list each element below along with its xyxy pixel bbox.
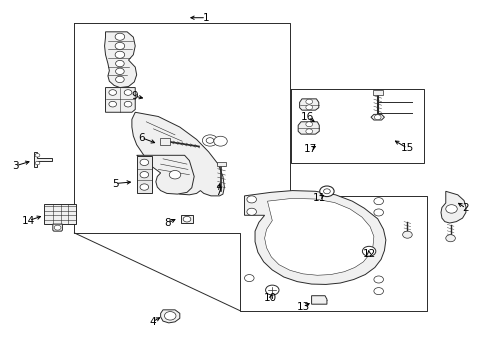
Text: 6: 6	[138, 133, 144, 143]
Circle shape	[202, 135, 217, 146]
Polygon shape	[311, 296, 326, 304]
Polygon shape	[137, 155, 194, 194]
Text: 2: 2	[462, 203, 468, 213]
Circle shape	[373, 209, 383, 216]
Polygon shape	[160, 310, 180, 323]
Bar	[372, 90, 382, 95]
Circle shape	[402, 231, 411, 238]
Polygon shape	[181, 215, 192, 223]
Polygon shape	[34, 153, 52, 167]
Circle shape	[244, 275, 254, 282]
Circle shape	[140, 171, 148, 178]
Circle shape	[140, 159, 148, 166]
Circle shape	[305, 122, 312, 127]
Text: 14: 14	[22, 216, 36, 226]
Text: 9: 9	[131, 91, 137, 101]
Bar	[160, 138, 170, 145]
Polygon shape	[137, 156, 152, 193]
Text: 13: 13	[296, 302, 309, 312]
Circle shape	[115, 76, 124, 83]
Polygon shape	[298, 122, 319, 134]
Circle shape	[373, 288, 383, 294]
Circle shape	[445, 205, 456, 213]
Text: 10: 10	[264, 293, 277, 303]
Polygon shape	[105, 87, 135, 112]
Bar	[216, 162, 226, 166]
Text: 1: 1	[203, 13, 209, 23]
Text: 11: 11	[312, 193, 325, 203]
Polygon shape	[299, 99, 318, 110]
Circle shape	[305, 129, 312, 134]
Circle shape	[362, 246, 375, 256]
Text: 17: 17	[304, 144, 317, 154]
Polygon shape	[132, 112, 224, 196]
Polygon shape	[244, 190, 385, 284]
Polygon shape	[264, 198, 373, 275]
Text: 15: 15	[400, 143, 413, 153]
Circle shape	[35, 154, 40, 157]
Circle shape	[109, 90, 116, 95]
Circle shape	[246, 208, 256, 215]
Circle shape	[115, 33, 124, 40]
Text: 12: 12	[362, 249, 375, 259]
Text: 4: 4	[149, 317, 156, 327]
Circle shape	[373, 276, 383, 283]
Circle shape	[373, 198, 383, 205]
Circle shape	[124, 101, 132, 107]
Polygon shape	[53, 224, 62, 231]
Circle shape	[164, 312, 176, 320]
Circle shape	[115, 68, 124, 75]
Circle shape	[445, 235, 454, 242]
Circle shape	[115, 42, 124, 49]
Text: 5: 5	[112, 179, 118, 189]
Text: 8: 8	[164, 218, 171, 228]
Circle shape	[115, 51, 124, 58]
Polygon shape	[44, 204, 76, 224]
Circle shape	[183, 216, 190, 222]
Circle shape	[109, 101, 116, 107]
Polygon shape	[104, 32, 137, 87]
Circle shape	[140, 184, 148, 190]
Text: 7: 7	[214, 187, 221, 197]
Circle shape	[213, 136, 227, 146]
Polygon shape	[440, 191, 465, 223]
Circle shape	[305, 99, 312, 104]
Circle shape	[54, 225, 61, 230]
Circle shape	[305, 105, 312, 110]
Circle shape	[319, 186, 333, 197]
Circle shape	[246, 196, 256, 203]
Text: 16: 16	[301, 112, 314, 122]
Circle shape	[169, 171, 181, 179]
Circle shape	[35, 161, 40, 165]
Text: 3: 3	[12, 161, 19, 171]
Circle shape	[115, 60, 124, 67]
Circle shape	[374, 115, 380, 120]
Circle shape	[323, 189, 329, 194]
Circle shape	[265, 285, 279, 295]
Polygon shape	[370, 114, 384, 120]
Circle shape	[124, 90, 132, 95]
Circle shape	[206, 138, 213, 143]
